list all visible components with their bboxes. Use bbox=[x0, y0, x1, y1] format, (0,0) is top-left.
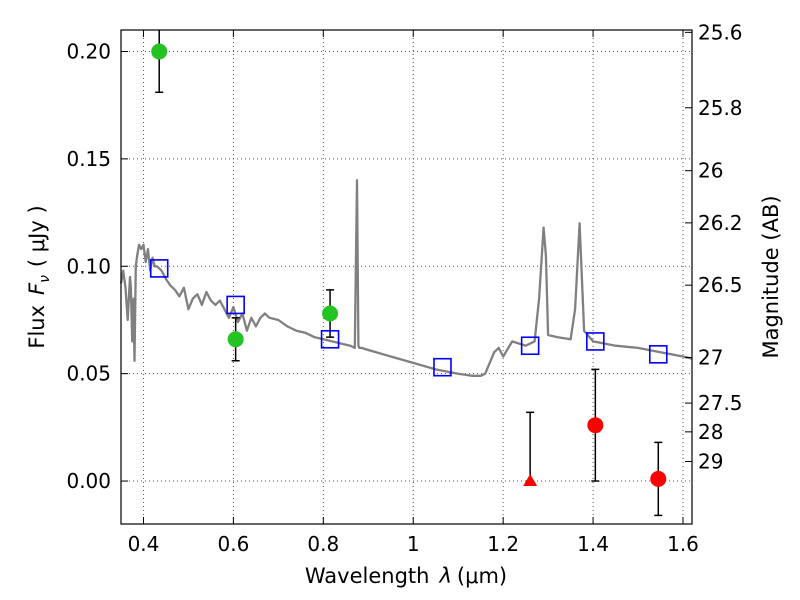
y-axis-title: FluxFν( μJy ) bbox=[25, 205, 53, 348]
model-photometry-marker bbox=[433, 357, 452, 377]
errorbars bbox=[155, 30, 663, 517]
optical-detections-marker bbox=[322, 305, 339, 322]
magnitude-tick-label: 27.5 bbox=[698, 391, 743, 415]
model-photometry-marker bbox=[586, 332, 605, 351]
magnitude-tick-label: 27 bbox=[698, 346, 723, 370]
magnitude-tick-label: 26.2 bbox=[698, 211, 743, 235]
magnitude-tick-label: 25.6 bbox=[698, 20, 743, 44]
y-tick-label: 0.15 bbox=[66, 147, 111, 171]
magnitude-tick-label: 28 bbox=[698, 420, 723, 444]
x-ticks: 0.4 0.6 0.8 1 1.2 1.4 1.6 bbox=[128, 30, 699, 556]
model-spectrum-line bbox=[119, 179, 693, 377]
y-tick-label: 0.00 bbox=[66, 469, 111, 493]
magnitude-tick-label: 26 bbox=[698, 159, 723, 183]
nir-detections-marker bbox=[587, 417, 604, 434]
x-tick-label: 1.2 bbox=[487, 532, 519, 556]
x-tick-label: 0.6 bbox=[217, 532, 249, 556]
x-tick-label: 1 bbox=[407, 532, 420, 556]
model-photometry-marker bbox=[648, 345, 668, 364]
nir-upper-limit-marker bbox=[523, 474, 538, 487]
model-photometry-marker bbox=[226, 295, 245, 315]
y-tick-label: 0.10 bbox=[66, 254, 111, 278]
x-axis-title: Wavelength λ (μm) bbox=[305, 564, 507, 588]
model-photometry-marker bbox=[520, 336, 540, 356]
x-tick-label: 0.4 bbox=[128, 532, 160, 556]
model-photometry-marker bbox=[320, 329, 340, 349]
optical-detections-marker bbox=[151, 43, 168, 60]
model-photometry-marker bbox=[149, 259, 169, 278]
x-tick-label: 0.8 bbox=[307, 532, 339, 556]
magnitude-ticks: 25.6 25.8 26 26.2 26.5 27 27.5 28 29 bbox=[685, 20, 743, 473]
grid bbox=[121, 30, 692, 524]
magnitude-tick-label: 29 bbox=[698, 449, 723, 473]
markers bbox=[149, 43, 668, 487]
magnitude-axis-title: Magnitude (AB) bbox=[759, 195, 783, 358]
y-tick-label: 0.20 bbox=[66, 39, 111, 63]
x-tick-label: 1.6 bbox=[667, 532, 699, 556]
plot-frame bbox=[120, 29, 693, 525]
magnitude-tick-label: 25.8 bbox=[698, 96, 743, 120]
optical-detections-marker bbox=[227, 331, 244, 348]
x-tick-label: 1.4 bbox=[577, 532, 609, 556]
y-tick-label: 0.05 bbox=[66, 362, 111, 386]
nir-detections-marker bbox=[650, 470, 667, 487]
magnitude-tick-label: 26.5 bbox=[698, 273, 743, 297]
y-ticks: 0.00 0.05 0.10 0.15 0.20 bbox=[66, 39, 128, 493]
